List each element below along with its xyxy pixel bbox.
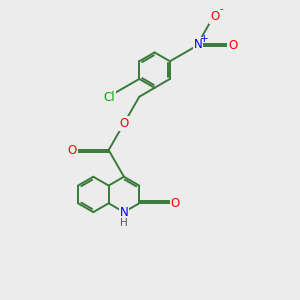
Text: N: N: [120, 206, 128, 219]
Text: N: N: [194, 38, 203, 51]
Text: +: +: [200, 34, 208, 44]
Text: Cl: Cl: [104, 91, 116, 104]
Text: O: O: [210, 10, 220, 23]
Text: O: O: [228, 39, 237, 52]
Text: O: O: [119, 117, 129, 130]
Text: O: O: [68, 144, 77, 157]
Text: H: H: [120, 218, 128, 228]
Text: O: O: [171, 197, 180, 210]
Text: -: -: [220, 4, 224, 14]
